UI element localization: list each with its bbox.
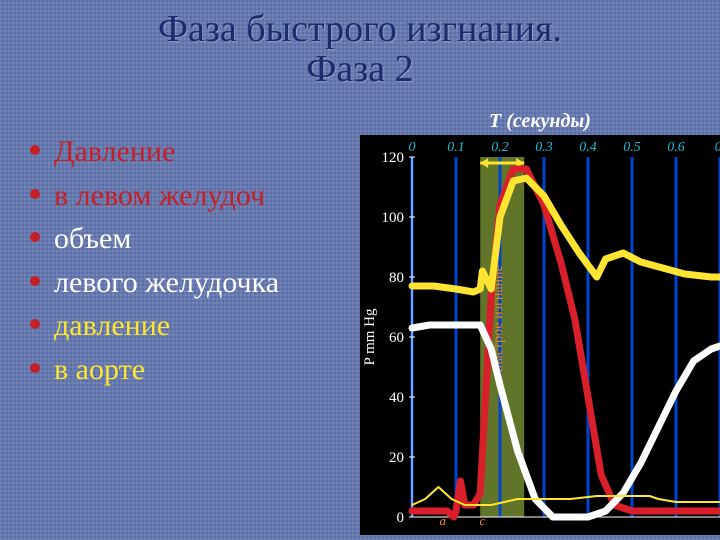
ytick-label: 100 [382,210,405,226]
bullet-item: давление [30,304,390,348]
slide-title: Фаза быстрого изгнания. Фаза 2 [0,0,720,90]
xtick-label: 0.3 [535,140,553,155]
bullet-item: объем [30,217,390,261]
bullet-dot-icon [30,232,40,242]
xtick-label: 0.5 [623,140,641,155]
xtick-label: 0.6 [667,140,685,155]
bullet-dot-icon [30,276,40,286]
bullet-dot-icon [30,145,40,155]
bullet-list: Давление в левом желудочобъемлевого желу… [30,130,390,391]
slide-root: Фаза быстрого изгнания. Фаза 2 Давление … [0,0,720,540]
bullet-text: объем [54,217,131,261]
ytick-label: 40 [389,390,404,406]
pressure-chart: 0 0.1 0.2 0.3 0.4 0.5 0.6 0. 0 20 40 60 80 100 120 P mm… [360,135,720,535]
title-line-2: Фаза 2 [0,50,720,90]
xtick-label: 0.1 [447,140,465,155]
bullet-text: давление [54,304,170,348]
ytick-label: 0 [397,510,405,526]
xtick-label: 0. [715,140,720,155]
xtick-label: 0.2 [491,140,509,155]
ytick-label: 120 [382,150,405,166]
bullet-text: Давление [54,130,175,174]
chart-x-title: T (секунды) [360,110,720,133]
bullet-item: Давление [30,130,390,174]
bullet-item: левого желудочка [30,261,390,305]
y-axis-label: P mm Hg [362,308,378,365]
bullet-item: в левом желудоч [30,174,390,218]
bullet-item: в аорте [30,348,390,392]
bullet-text: левого желудочка [54,261,279,305]
chart-container: T (секунды) 0 0.1 0.2 0.3 0.4 0.5 0.6 0. 0 20 40 60… [360,110,720,540]
xtick-label: 0 [409,140,416,155]
ytick-label: 80 [389,270,404,286]
bullet-dot-icon [30,319,40,329]
bullet-text: в левом желудоч [54,174,265,218]
wave-label: a [440,513,447,528]
bullet-dot-icon [30,189,40,199]
title-line-1: Фаза быстрого изгнания. [0,10,720,50]
ytick-label: 60 [389,330,404,346]
bullet-dot-icon [30,363,40,373]
ytick-label: 20 [389,450,404,466]
xtick-label: 0.4 [579,140,597,155]
bullet-text: в аорте [54,348,145,392]
wave-label: c [480,513,486,528]
